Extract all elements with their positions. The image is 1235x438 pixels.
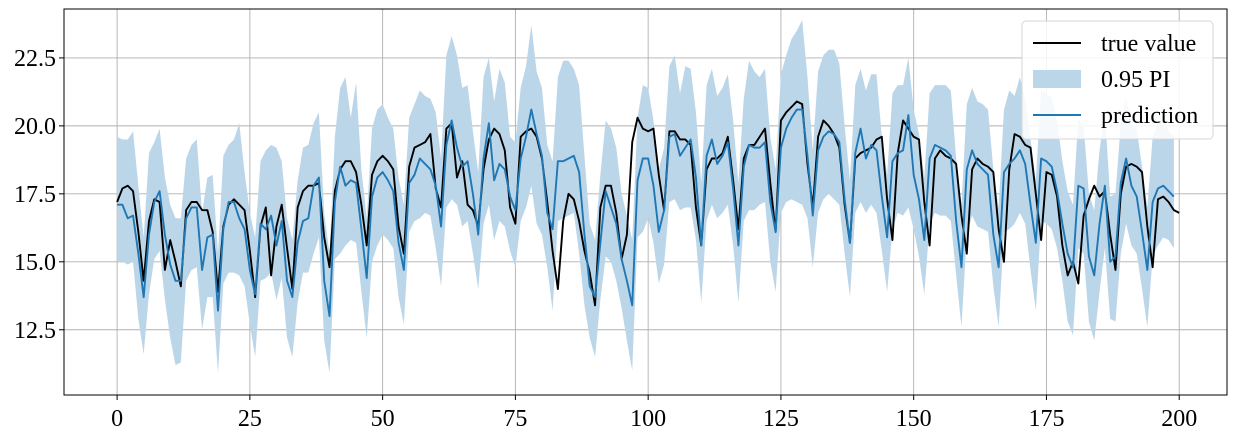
legend-label-pi: 0.95 PI bbox=[1101, 67, 1170, 93]
legend-label-prediction: prediction bbox=[1101, 103, 1198, 129]
axes: 0 25 50 75 100 125 150 175 200 12.5 15.0 17.5 20.0 22… bbox=[14, 8, 1228, 432]
plot-area bbox=[116, 19, 1180, 374]
x-tick-label-150: 150 bbox=[896, 406, 932, 432]
axes-frame bbox=[63, 8, 1228, 396]
y-tick-label-15.0: 15.0 bbox=[14, 250, 56, 276]
x-tick-label-200: 200 bbox=[1161, 406, 1197, 432]
x-tick-label-50: 50 bbox=[371, 406, 395, 432]
legend-label-true-value: true value bbox=[1101, 31, 1196, 57]
x-tick-label-25: 25 bbox=[238, 406, 262, 432]
legend: true value 0.95 PI prediction bbox=[1021, 20, 1214, 140]
x-tick-label-100: 100 bbox=[630, 406, 666, 432]
legend-swatch-pi bbox=[1033, 70, 1081, 88]
true-value-line bbox=[116, 100, 1180, 307]
legend-box bbox=[1021, 20, 1214, 140]
y-tick-label-12.5: 12.5 bbox=[14, 318, 56, 344]
y-tick-label-17.5: 17.5 bbox=[14, 182, 56, 208]
x-tick-label-125: 125 bbox=[763, 406, 799, 432]
y-tick-label-22.5: 22.5 bbox=[14, 46, 56, 72]
x-tick-label-75: 75 bbox=[503, 406, 527, 432]
prediction-interval-band bbox=[117, 19, 1174, 374]
x-tick-label-0: 0 bbox=[111, 406, 123, 432]
prediction-line bbox=[117, 108, 1175, 318]
y-tick-label-20.0: 20.0 bbox=[14, 114, 56, 140]
x-tick-label-175: 175 bbox=[1028, 406, 1064, 432]
